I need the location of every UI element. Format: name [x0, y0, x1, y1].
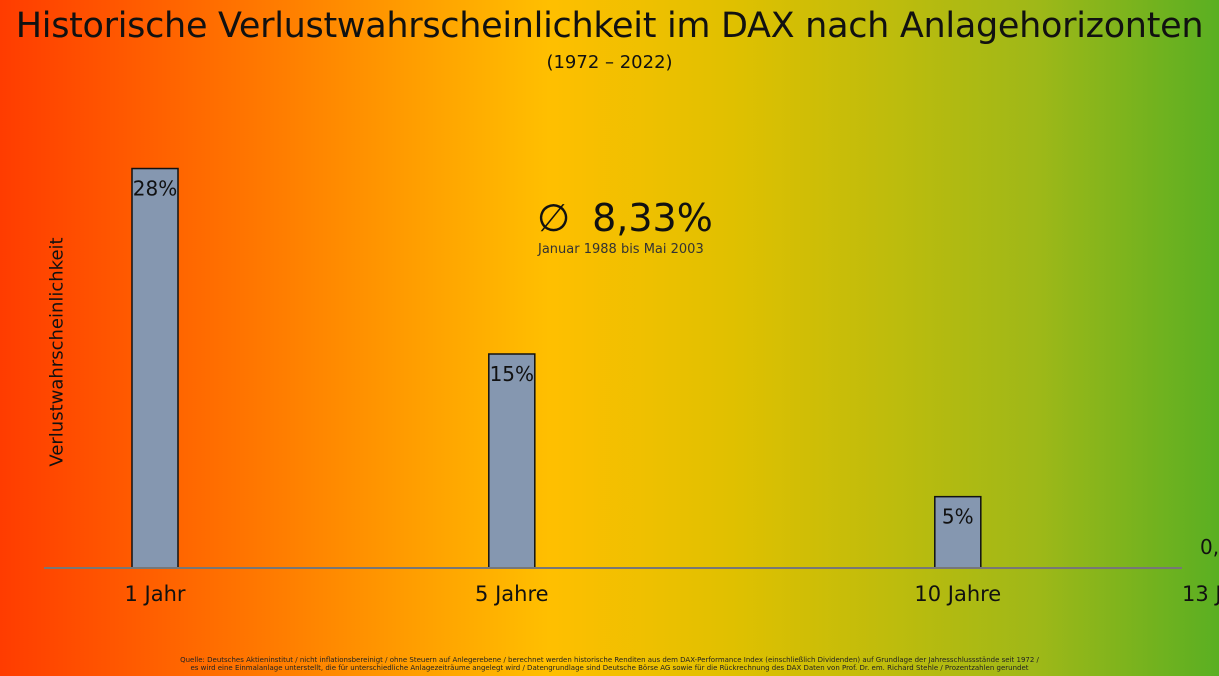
value-label-13: 0,0% — [1200, 535, 1219, 559]
source-line-1: Quelle: Deutsches Aktieninstitut / nicht… — [180, 656, 1039, 664]
value-label-10: 5% — [942, 505, 974, 529]
source-footnote: Quelle: Deutsches Aktieninstitut / nicht… — [0, 656, 1219, 672]
average-period-note: Januar 1988 bis Mai 2003 — [538, 242, 704, 257]
x-tick-1: 1 Jahr — [124, 582, 185, 606]
x-tick-10: 10 Jahre — [914, 582, 1001, 606]
bars-group: 28%15%5%0,0%0,0% — [131, 167, 1219, 569]
source-line-2: es wird eine Einmalanlage unterstellt, d… — [190, 664, 1029, 672]
average-value: 8,33% — [592, 196, 713, 240]
x-tick-5: 5 Jahre — [475, 582, 549, 606]
average-annotation: ∅ 8,33% — [537, 196, 713, 240]
average-symbol: ∅ — [537, 196, 571, 240]
bar-5 — [488, 353, 536, 569]
bar-1 — [131, 167, 179, 569]
bar-10 — [934, 495, 982, 569]
value-label-1: 28% — [133, 177, 177, 201]
chart-title: Historische Verlustwahrscheinlichkeit im… — [15, 6, 1204, 46]
x-tick-13: 13 Jahre — [1182, 582, 1219, 606]
chart-subtitle: (1972 – 2022) — [546, 52, 673, 73]
value-label-5: 15% — [490, 362, 534, 386]
